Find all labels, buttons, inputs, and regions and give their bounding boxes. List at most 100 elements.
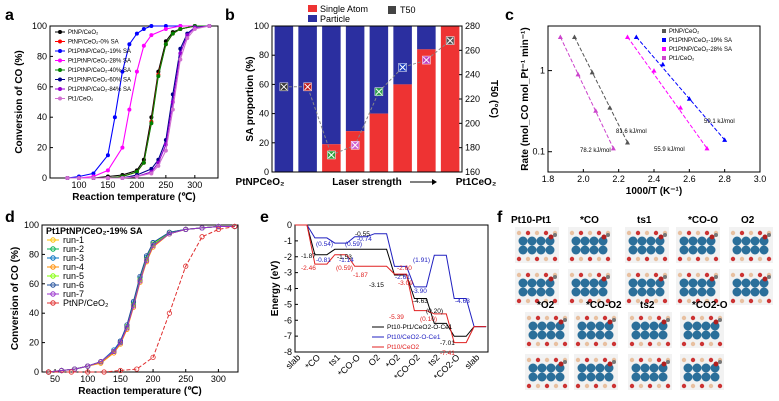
y-tick-label-b: 40	[259, 109, 269, 119]
surface-atom-f	[596, 230, 602, 236]
y-tick-label-b: 100	[254, 21, 269, 31]
pt-atom-f	[586, 363, 596, 373]
surface-atom-f	[662, 298, 668, 304]
data-point-c	[704, 145, 710, 151]
fit-line-c	[574, 36, 628, 143]
legend-label-d: run-4	[63, 262, 84, 272]
pt-atom-f	[697, 236, 707, 246]
legend-marker-a	[58, 58, 62, 63]
data-point-a	[105, 176, 110, 180]
x-tick-label-e: *CO-O	[336, 352, 362, 378]
series-line-a	[67, 25, 210, 179]
surface-atom-f	[766, 256, 772, 262]
pt-atom-f	[750, 278, 760, 288]
adsorbate-atom-f	[606, 233, 610, 237]
data-point-a	[65, 176, 70, 180]
surface-atom-f	[525, 256, 531, 262]
y-axis-label-e: Energy (eV)	[270, 261, 281, 317]
adsorbate-atom-f	[713, 319, 719, 325]
data-point-a	[192, 27, 197, 32]
surface-atom-f	[626, 230, 632, 236]
pt-atom-f	[537, 321, 547, 331]
data-point-a	[120, 176, 125, 180]
legend-label-c: Pt1/CeO₂	[669, 56, 695, 62]
surface-atom-f	[708, 357, 714, 363]
legend-label-a: PtNP/CeO₂	[68, 30, 99, 36]
y-tick-label-b: 80	[259, 50, 269, 60]
surface-atom-f	[605, 256, 611, 262]
data-point-a	[163, 27, 168, 32]
surface-atom-f	[534, 256, 540, 262]
y-tick-label-c: 1	[540, 66, 545, 76]
pt-atom-f	[518, 287, 528, 297]
surface-atom-f	[757, 256, 763, 262]
legend-label-a: Pt1/CeO₂	[68, 97, 94, 103]
surface-atom-f	[644, 256, 650, 262]
x-tick-label-d: 150	[113, 374, 128, 384]
surface-atom-f	[626, 256, 632, 262]
pt-atom-f	[589, 245, 599, 255]
surface-atom-f	[748, 298, 754, 304]
surface-atom-f	[553, 315, 559, 321]
data-point-a	[141, 43, 146, 48]
pt-atom-f	[759, 245, 769, 255]
legend-label-c: Pt1PtNP/CeO₂-28% SA	[669, 47, 732, 53]
data-point-a	[185, 36, 190, 41]
surface-atom-f	[635, 272, 641, 278]
adsorbate-atom-f	[558, 361, 564, 367]
data-point-d	[166, 229, 172, 235]
data-point-d	[143, 257, 150, 263]
surface-atom-f	[665, 341, 671, 347]
surface-atom-f	[544, 383, 550, 389]
surface-atom-f	[516, 256, 522, 262]
data-point-c	[575, 71, 581, 77]
x-tick-label-d: 300	[211, 374, 226, 384]
adsorbate-atom-f	[718, 360, 722, 364]
y-axis-label-d: Conversion of CO (%)	[10, 247, 21, 350]
bar-single-atom	[440, 26, 460, 172]
data-point-d	[72, 366, 78, 372]
data-point-a	[76, 176, 81, 180]
data-point-c	[678, 105, 683, 110]
surface-atom-f	[686, 272, 692, 278]
surface-atom-f	[748, 256, 754, 262]
data-point-d	[199, 225, 205, 231]
surface-atom-f	[534, 298, 540, 304]
surface-atom-f	[516, 230, 522, 236]
surface-atom-f	[602, 357, 608, 363]
data-point-a	[127, 107, 132, 112]
surface-atom-f	[525, 298, 531, 304]
surface-atom-f	[593, 341, 599, 347]
x-tick-label-c: 1.8	[542, 174, 555, 184]
surface-atom-f	[593, 315, 599, 321]
data-point-d	[98, 360, 104, 366]
pt-atom-f	[640, 363, 650, 373]
x-axis-label-d: Reaction temperature (℃)	[78, 386, 201, 397]
data-point-d	[134, 366, 140, 372]
x-tick-label-a: 250	[158, 180, 173, 190]
surface-atom-f	[656, 357, 662, 363]
structure-label-f: *CO-O	[688, 215, 718, 226]
data-point-a	[141, 27, 146, 32]
pt-atom-f	[527, 287, 537, 297]
pt-atom-f	[732, 278, 742, 288]
legend-marker-c	[662, 47, 666, 51]
pt-atom-f	[637, 236, 647, 246]
pt-atom-f	[683, 330, 693, 340]
pt-atom-f	[604, 330, 614, 340]
legend-label-T50: T50	[400, 5, 416, 15]
y-tick-label-a: 20	[37, 143, 47, 153]
surface-atom-f	[757, 298, 763, 304]
x-axis-label-a: Reaction temperature (℃)	[72, 192, 195, 203]
T50-marker-cross	[423, 56, 430, 64]
data-point-a	[105, 153, 110, 158]
data-point-a	[105, 168, 110, 173]
data-point-c	[651, 68, 657, 73]
adsorbate-atom-f	[601, 234, 607, 240]
surface-atom-f	[543, 256, 549, 262]
pt-atom-f	[631, 321, 641, 331]
energy-annotation-e: -4.63	[413, 298, 428, 305]
pt-atom-f	[640, 321, 650, 331]
surface-atom-f	[602, 315, 608, 321]
x-tick-label-d: 200	[146, 374, 161, 384]
